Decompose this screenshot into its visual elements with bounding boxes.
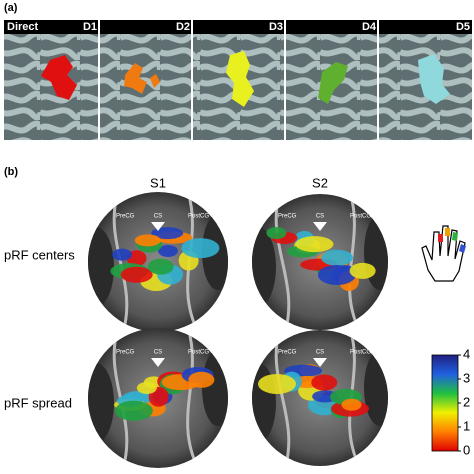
activation-patch — [147, 258, 174, 275]
tile-label: D4 — [362, 21, 377, 33]
activation-blob — [41, 55, 77, 100]
dark-region — [364, 350, 388, 426]
column-label: S2 — [312, 175, 328, 190]
anatomical-label: PreCG — [278, 350, 297, 356]
activation-patch — [114, 400, 153, 421]
cs-marker — [313, 222, 327, 231]
activation-patch — [258, 373, 297, 394]
activation-patch — [295, 236, 334, 253]
activation-patch — [320, 249, 353, 266]
tile-label: D3 — [269, 21, 283, 33]
dark-region — [364, 214, 388, 290]
tile-dividers — [98, 20, 379, 140]
sulcus — [112, 192, 129, 332]
activation-patch — [317, 264, 356, 285]
anatomical-label: PreCG — [116, 350, 135, 356]
row-label: pRF spread — [4, 395, 72, 410]
activation-patch — [158, 245, 178, 257]
sulcus — [348, 194, 362, 330]
activation-blob — [318, 62, 348, 104]
panel-label: (b) — [4, 166, 18, 178]
cs-marker — [151, 222, 165, 231]
anatomical-label: CS — [154, 214, 162, 220]
activation-blob — [226, 51, 254, 107]
activation-patch — [311, 374, 338, 391]
tile-label: D2 — [176, 21, 190, 33]
dark-region — [252, 227, 276, 307]
activation-patch — [136, 381, 157, 394]
row-label: Direct — [7, 21, 39, 33]
anatomical-label: PreCG — [278, 214, 297, 220]
activation-map — [252, 194, 388, 330]
activation-blob — [418, 54, 450, 104]
activation-patch — [188, 371, 215, 388]
dark-region — [202, 350, 228, 426]
colorbar-tick-label: 0 — [463, 442, 470, 457]
activation-patch — [349, 262, 376, 279]
hand-icon — [421, 225, 466, 282]
anatomical-label: PostCG — [350, 214, 371, 220]
activation-patch — [266, 227, 287, 240]
tile-header — [4, 20, 472, 34]
cs-marker — [313, 358, 327, 367]
tile-label: D5 — [456, 21, 470, 33]
anatomical-label: PreCG — [116, 214, 135, 220]
activation-patch — [134, 234, 161, 247]
dark-region — [88, 227, 114, 307]
activation-map — [252, 330, 388, 466]
activation-blob — [124, 63, 160, 94]
activation-patch — [181, 238, 220, 259]
cs-marker — [151, 358, 165, 367]
anatomical-label: CS — [154, 350, 162, 356]
tile-label: D1 — [83, 21, 97, 33]
activation-map — [88, 328, 228, 468]
activation-map — [88, 192, 228, 332]
anatomical-label: CS — [316, 350, 324, 356]
activation-patch — [120, 266, 153, 283]
colorbar-tick-label: 3 — [463, 370, 470, 385]
column-label: S1 — [150, 175, 166, 190]
colorbar — [431, 354, 459, 452]
anatomical-label: CS — [316, 214, 324, 220]
activation-patch — [341, 398, 362, 411]
activation-patch — [151, 227, 184, 240]
anatomical-label: PostCG — [188, 350, 209, 356]
row-label: pRF centers — [4, 247, 75, 262]
activation-patch — [112, 248, 133, 261]
panel-label: (a) — [4, 2, 18, 14]
colorbar-tick-label: 1 — [463, 418, 470, 433]
sulcus — [186, 328, 200, 468]
dark-region — [88, 363, 114, 443]
anatomical-label: PostCG — [188, 214, 209, 220]
anatomical-label: PostCG — [350, 350, 371, 356]
colorbar-tick-label: 4 — [463, 346, 470, 361]
colorbar-tick-label: 2 — [463, 394, 470, 409]
